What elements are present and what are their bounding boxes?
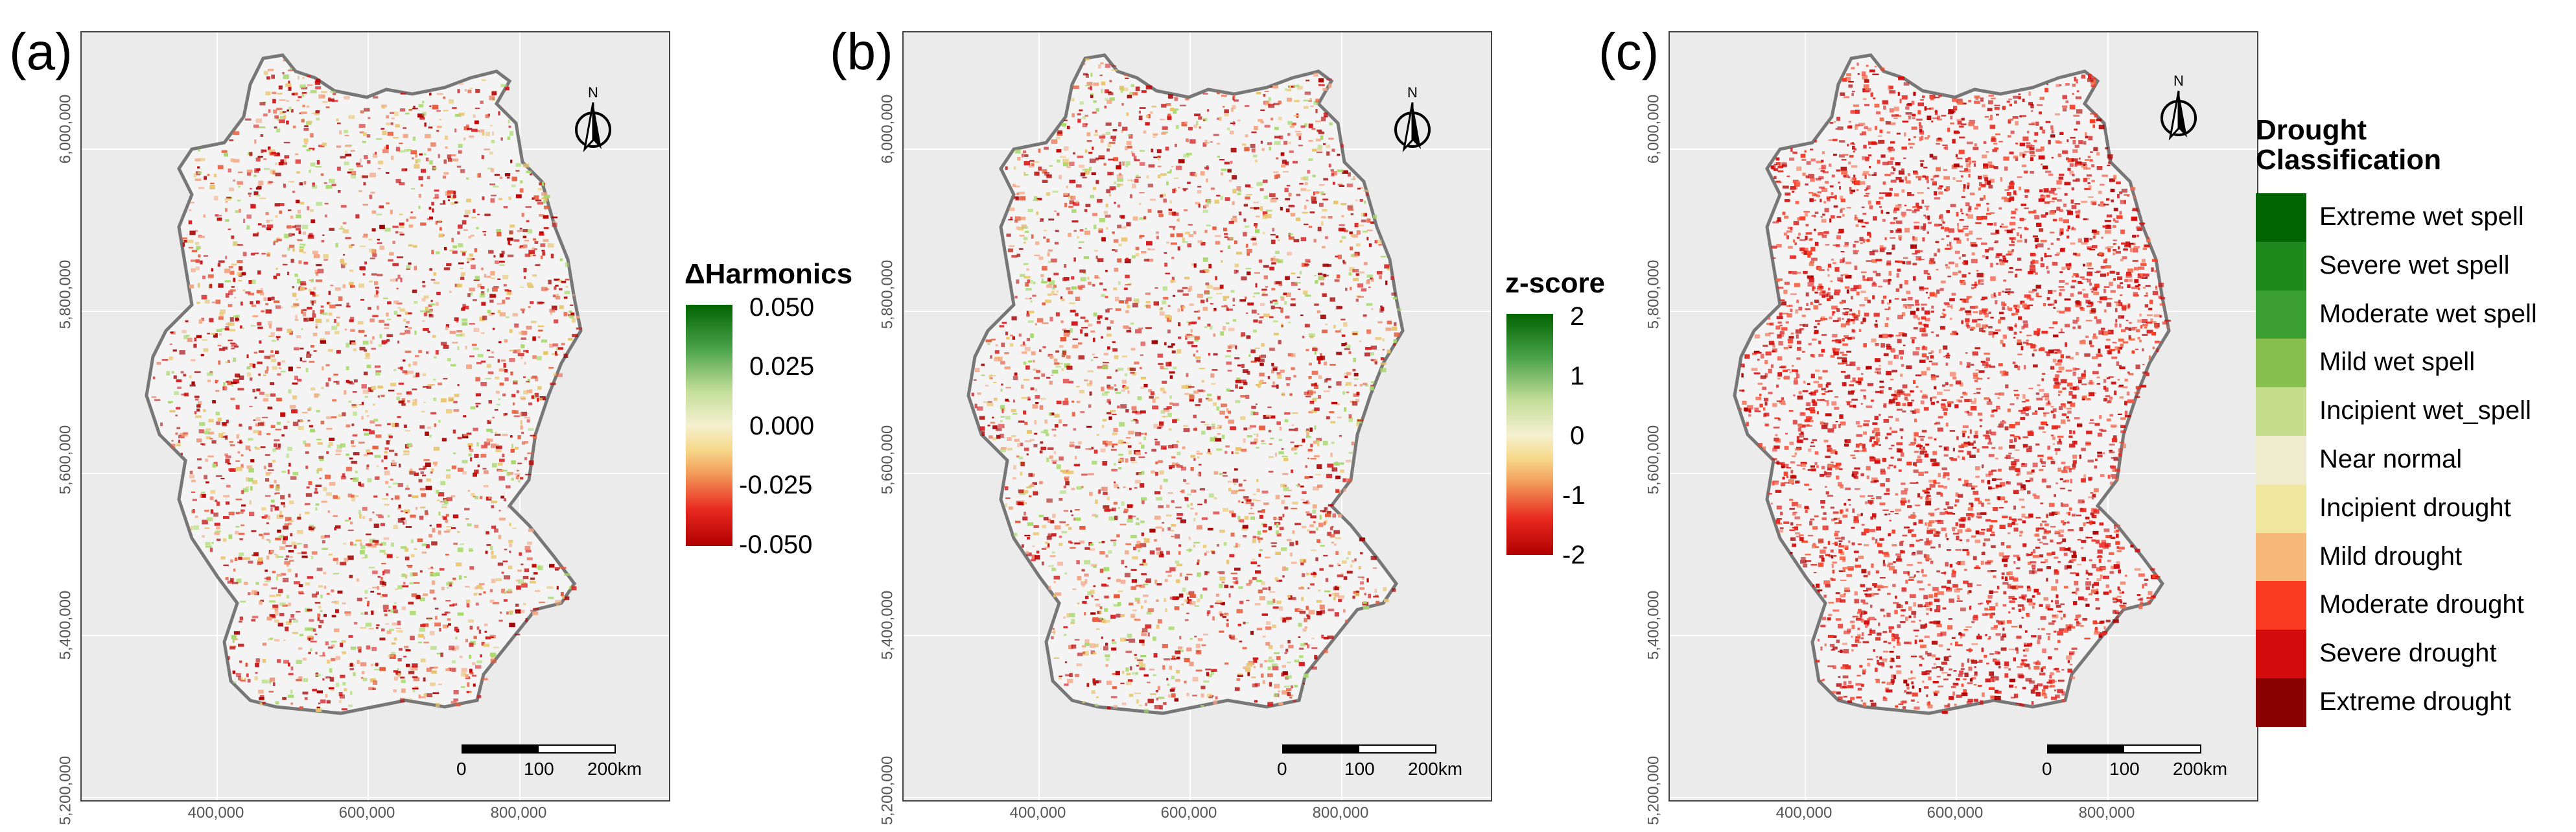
scale-bar: [1282, 744, 1436, 754]
colorbar-tick-a: 0.025: [749, 352, 815, 381]
colorbar-tick-b: -2: [1562, 541, 1586, 569]
legend-swatch: [2256, 436, 2306, 484]
panel-label-b: (b): [830, 23, 893, 80]
legend-label: Severe drought: [2319, 639, 2497, 668]
colorbar-tick-a: -0.025: [739, 471, 813, 499]
legend-label: Incipient drought: [2319, 493, 2511, 522]
colorbar-tick-b: 2: [1570, 302, 1585, 331]
legend-swatch: [2256, 581, 2306, 630]
scale-label-200km: 200km: [1408, 759, 1463, 779]
drought-pixels: [971, 58, 1402, 713]
map-panel-b: [902, 31, 1492, 802]
y-tick-label: 5,600,000: [878, 425, 896, 495]
map-panel-a: [80, 31, 670, 802]
map-panel-c: [1669, 31, 2258, 802]
x-tick-label: 800,000: [490, 804, 547, 822]
legend-title-line2: Classification: [2256, 144, 2442, 176]
legend-title-line1: Drought: [2256, 114, 2367, 146]
legend-label: Moderate wet spell: [2319, 299, 2537, 328]
scale-label-100: 100: [2109, 759, 2140, 779]
drought-pixels: [1739, 62, 2171, 714]
y-tick-label: 5,600,000: [1645, 425, 1663, 495]
colorbar-tick-b: 0: [1570, 422, 1585, 450]
x-tick-label: 400,000: [187, 804, 244, 822]
y-tick-label: 5,800,000: [56, 259, 75, 329]
x-tick-label: 400,000: [1009, 804, 1066, 822]
y-tick-label: 6,000,000: [56, 94, 75, 164]
y-tick-label: 6,000,000: [878, 94, 896, 164]
colorbar-tick-a: 0.050: [749, 293, 815, 322]
legend-swatch: [2256, 532, 2306, 582]
colorbar-b: [1506, 314, 1553, 555]
legend-label: Mild drought: [2319, 541, 2463, 571]
legend-label: Extreme drought: [2319, 687, 2511, 716]
x-tick-label: 600,000: [338, 804, 395, 822]
north-arrow-icon: N: [575, 84, 611, 152]
x-tick-label: 600,000: [1160, 804, 1217, 822]
legend-title-b: z-score: [1505, 267, 1606, 299]
scale-label-0: 0: [456, 759, 467, 779]
y-tick-label: 5,200,000: [878, 755, 896, 826]
north-label: N: [588, 84, 598, 101]
legend-swatch: [2256, 630, 2306, 679]
y-tick-label: 5,400,000: [878, 590, 896, 660]
colorbar-tick-b: 1: [1570, 362, 1585, 390]
x-tick-label: 800,000: [1312, 804, 1369, 822]
scale-label-200km: 200km: [2173, 759, 2228, 779]
y-tick-label: 5,400,000: [1645, 590, 1663, 660]
y-tick-label: 5,200,000: [56, 755, 75, 826]
north-label: N: [1407, 84, 1418, 101]
colorbar-a: [686, 305, 732, 546]
legend-swatch: [2256, 387, 2306, 436]
germany-map-a: [82, 32, 669, 800]
legend-label: Mild wet spell: [2319, 348, 2476, 377]
y-tick-label: 5,600,000: [56, 425, 75, 495]
x-tick-label: 800,000: [2078, 804, 2135, 822]
scale-bar: [2047, 744, 2201, 754]
scale-label-200km: 200km: [587, 759, 642, 779]
x-tick-label: 400,000: [1775, 804, 1832, 822]
legend-label: Moderate drought: [2319, 590, 2524, 619]
north-arrow-icon: N: [2160, 73, 2197, 141]
legend-swatch: [2256, 339, 2306, 388]
colorbar-tick-a: 0.000: [749, 412, 815, 440]
x-tick-label: 600,000: [1926, 804, 1984, 822]
y-tick-label: 5,800,000: [1645, 259, 1663, 329]
legend-swatch: [2256, 678, 2306, 727]
scale-label-100: 100: [524, 759, 554, 779]
legend-title-c: Drought Classification: [2256, 115, 2441, 175]
y-tick-label: 5,200,000: [1645, 755, 1663, 826]
legend-label: Near normal: [2319, 445, 2463, 473]
north-arrow-icon: N: [1394, 84, 1431, 152]
legend-label: Severe wet spell: [2319, 250, 2510, 279]
panel-label-a: (a): [9, 23, 73, 80]
scale-label-0: 0: [1277, 759, 1287, 779]
germany-map-c: [1670, 32, 2257, 800]
y-tick-label: 6,000,000: [1645, 94, 1663, 164]
panel-label-c: (c): [1598, 23, 1659, 80]
legend-label: Extreme wet spell: [2319, 202, 2524, 231]
legend-swatch: [2256, 484, 2306, 533]
legend-label: Incipient wet_spell: [2319, 396, 2531, 425]
colorbar-tick-b: -1: [1562, 481, 1586, 510]
drought-pixels: [151, 59, 582, 713]
legend-swatch: [2256, 290, 2306, 339]
scale-bar: [462, 744, 616, 754]
legend-swatch: [2256, 193, 2306, 242]
north-label: N: [2173, 73, 2184, 89]
colorbar-tick-a: -0.050: [739, 530, 813, 559]
scale-label-100: 100: [1344, 759, 1375, 779]
scale-label-0: 0: [2042, 759, 2052, 779]
germany-outline: [966, 53, 1405, 715]
legend-swatch: [2256, 241, 2306, 291]
y-tick-label: 5,800,000: [878, 259, 896, 329]
germany-map-b: [904, 32, 1491, 800]
y-tick-label: 5,400,000: [56, 590, 75, 660]
legend-title-a: ΔHarmonics: [685, 258, 853, 290]
